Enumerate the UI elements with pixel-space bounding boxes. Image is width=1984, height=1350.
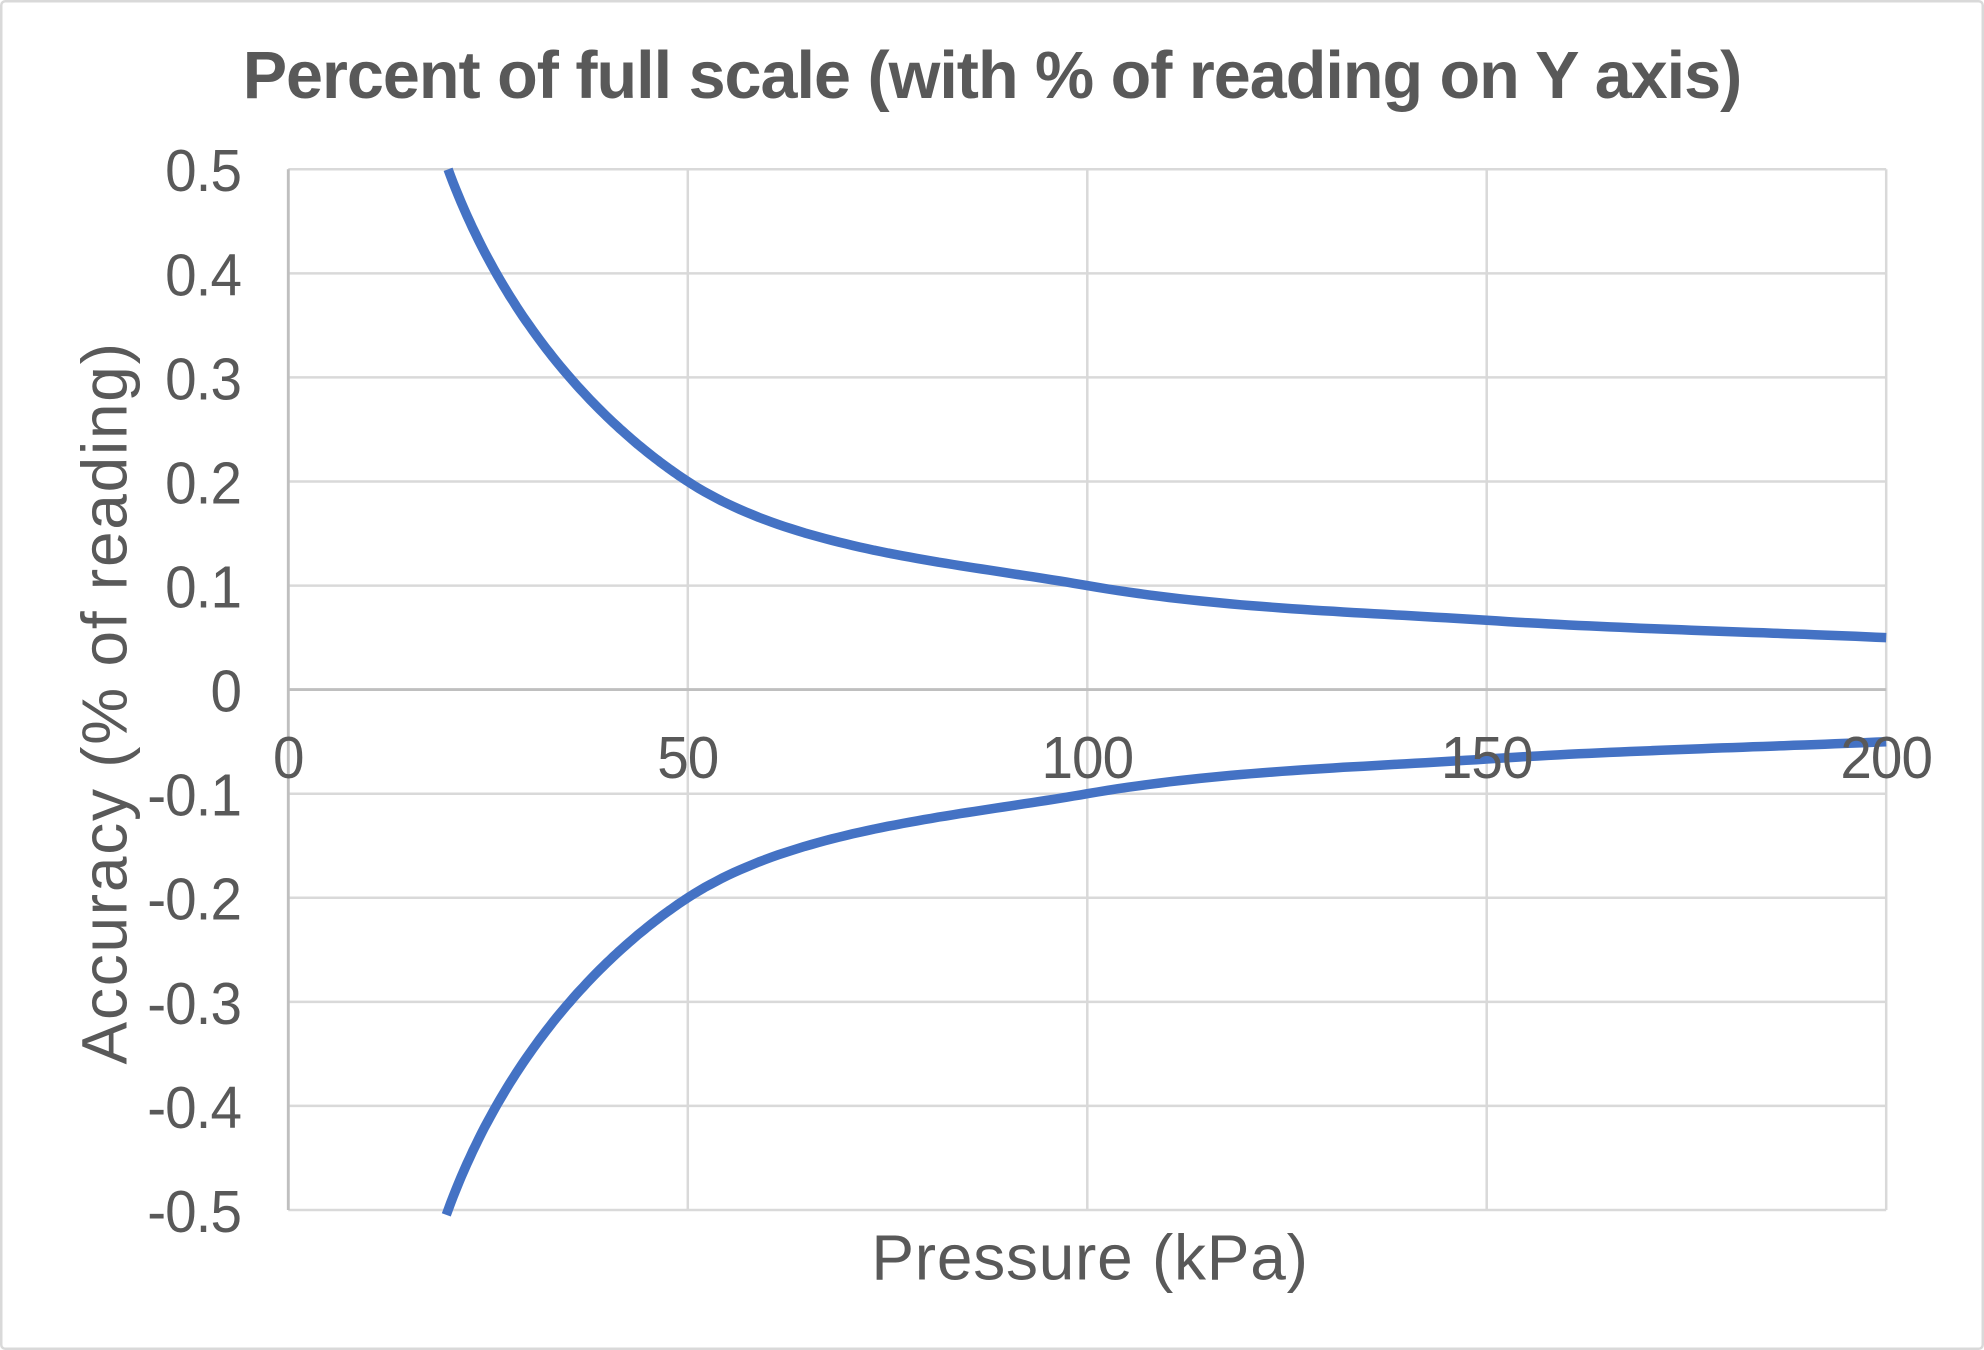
svg-text:-0.4: -0.4 bbox=[147, 1076, 241, 1141]
svg-text:100: 100 bbox=[1041, 726, 1133, 791]
svg-text:-0.5: -0.5 bbox=[147, 1180, 241, 1245]
svg-text:0: 0 bbox=[273, 726, 304, 791]
svg-text:-0.1: -0.1 bbox=[147, 764, 241, 829]
svg-text:-0.3: -0.3 bbox=[147, 972, 241, 1037]
svg-text:0.2: 0.2 bbox=[165, 451, 241, 516]
svg-text:200: 200 bbox=[1840, 726, 1932, 791]
svg-text:0.3: 0.3 bbox=[165, 347, 241, 412]
svg-text:Accuracy (% of reading): Accuracy (% of reading) bbox=[68, 341, 140, 1064]
svg-text:150: 150 bbox=[1441, 726, 1533, 791]
svg-text:Percent of full scale (with %: Percent of full scale (with % of reading… bbox=[243, 39, 1742, 113]
svg-text:50: 50 bbox=[657, 726, 718, 791]
svg-text:0: 0 bbox=[210, 659, 241, 724]
svg-text:0.1: 0.1 bbox=[165, 555, 241, 620]
svg-text:-0.2: -0.2 bbox=[147, 868, 241, 933]
svg-text:0.5: 0.5 bbox=[165, 139, 241, 204]
svg-text:Pressure (kPa): Pressure (kPa) bbox=[871, 1222, 1308, 1294]
svg-text:0.4: 0.4 bbox=[165, 243, 241, 308]
